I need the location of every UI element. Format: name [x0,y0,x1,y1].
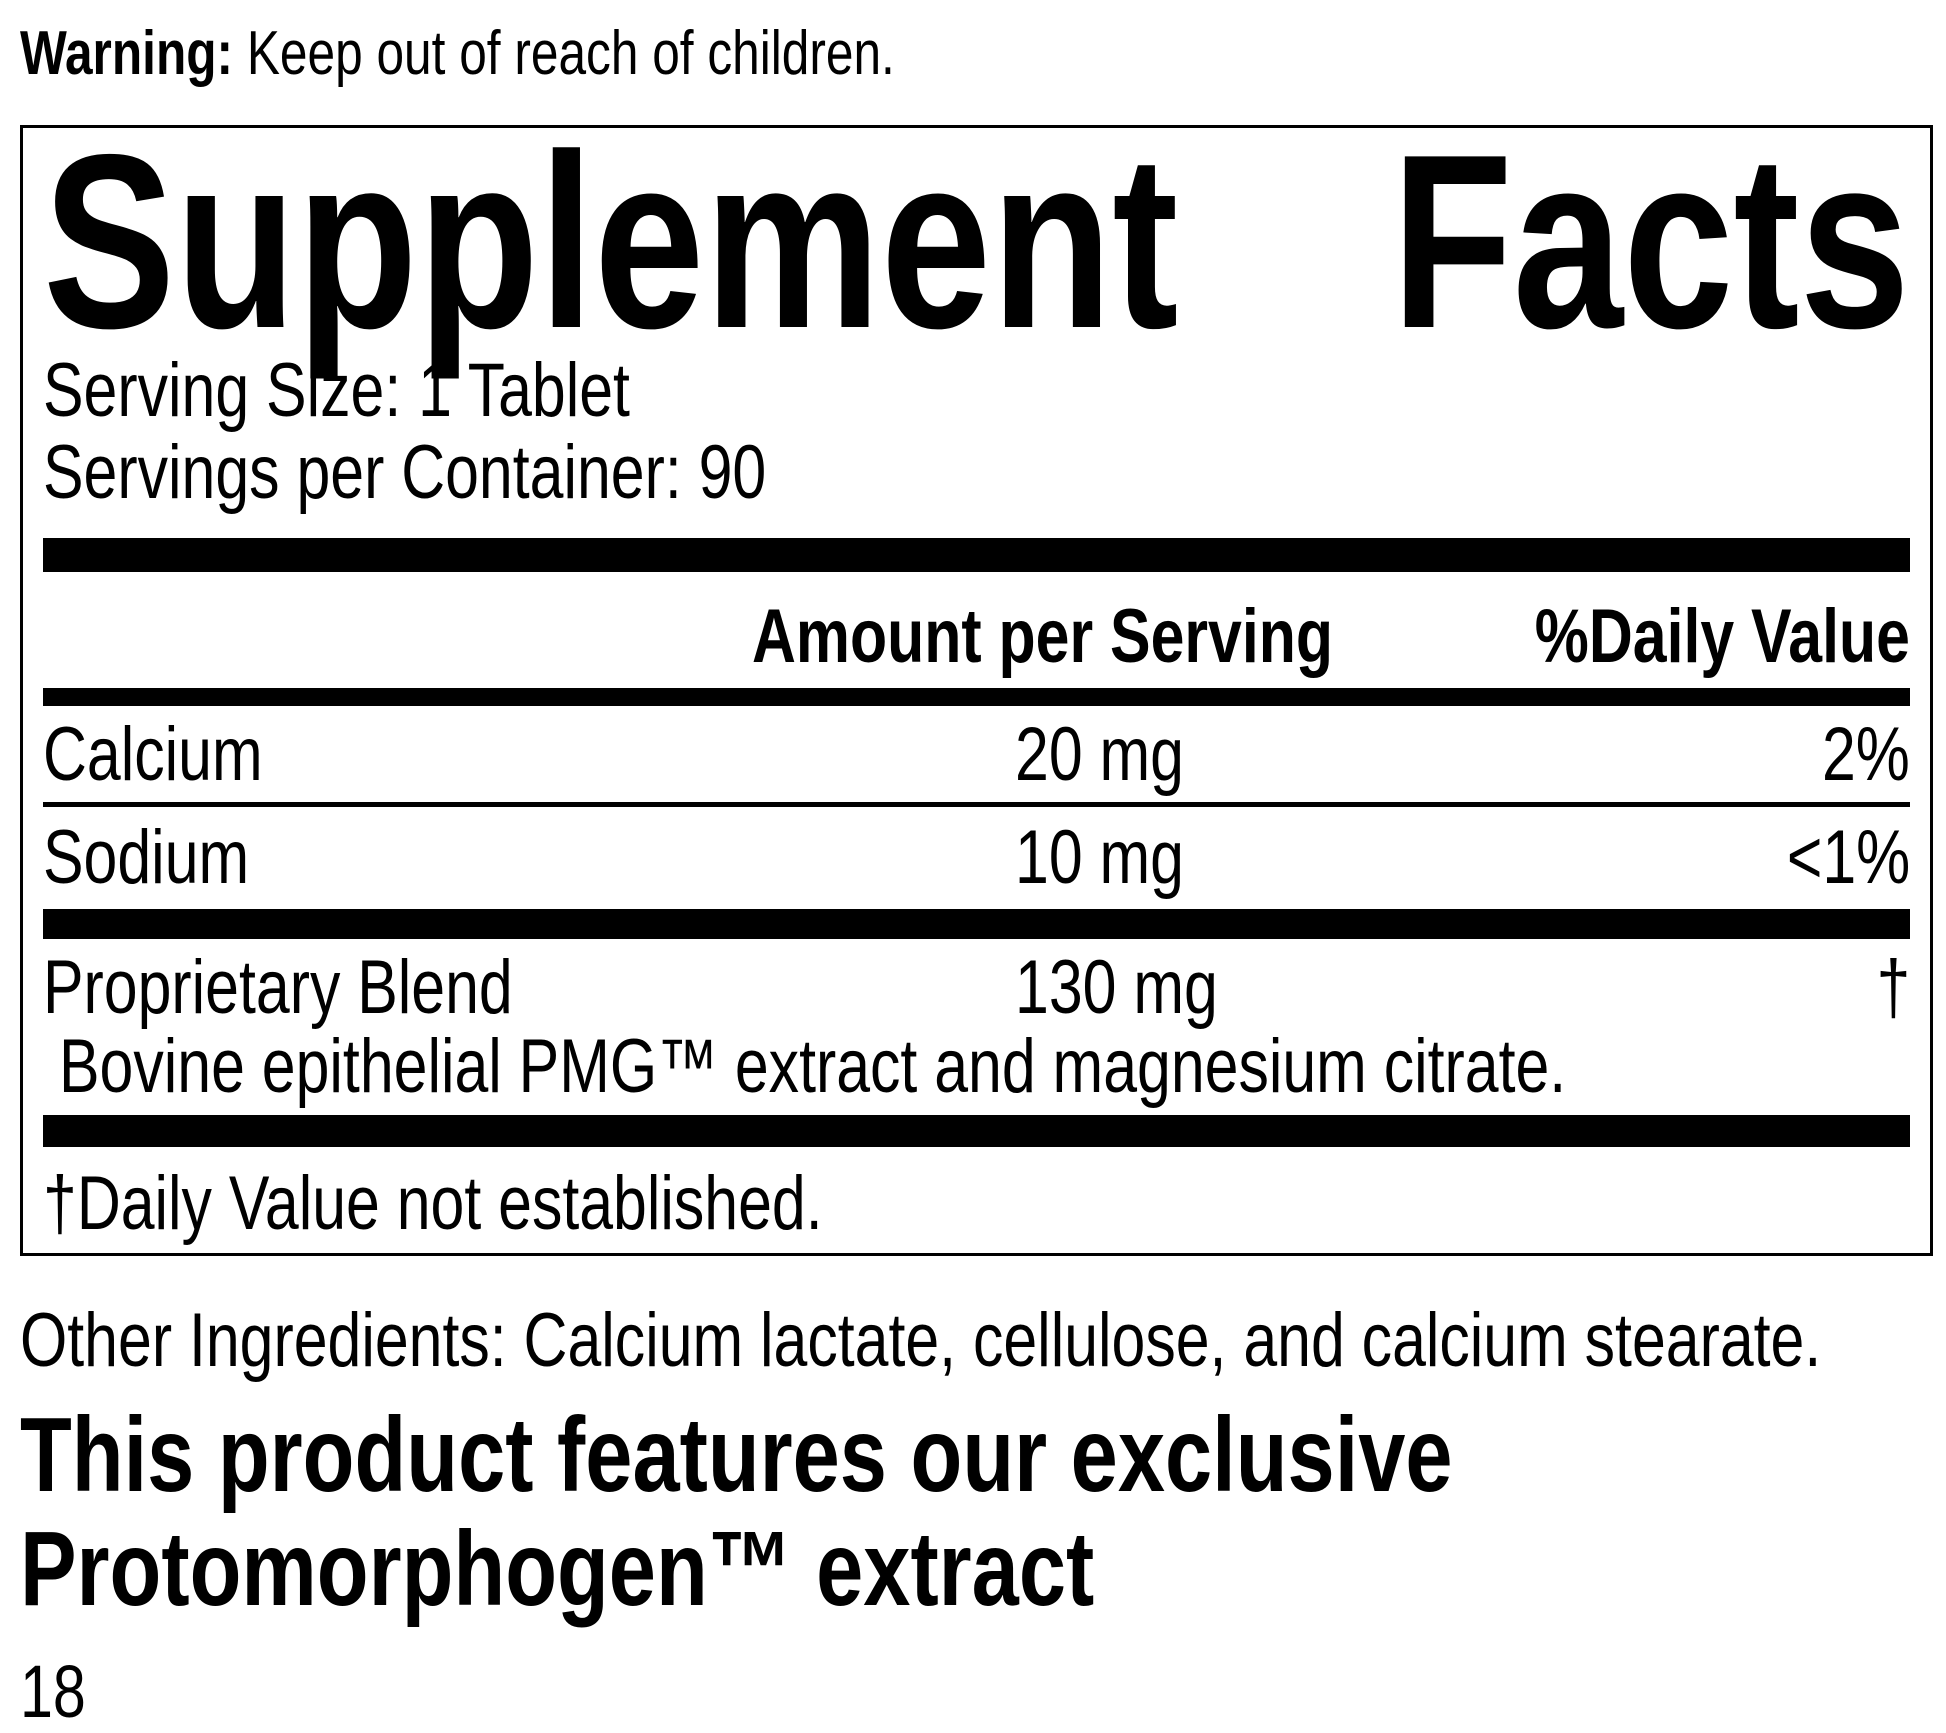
other-ingredients-line: Other Ingredients: Calcium lactate, cell… [20,1300,1946,1382]
nutrient-name: Sodium [43,815,250,901]
daily-value-footnote-line: †Daily Value not established. [43,1147,1910,1253]
nutrient-daily-value: 2% [1822,712,1910,798]
nutrient-name: Proprietary Blend [43,945,513,1031]
nutrient-amount: 10 mg [1015,817,1226,899]
other-ingredients-text: Other Ingredients: Calcium lactate, cell… [20,1298,1822,1384]
nutrient-daily-value: † [1876,945,1910,1031]
servings-per-container-text: Servings per Container: 90 [43,430,767,516]
warning-label: Warning: [20,19,234,88]
nutrient-amount-text: 130 mg [1015,945,1218,1031]
feature-heading-line1-wrap: This product features our exclusive [20,1398,1946,1512]
nutrient-amount: 130 mg [1015,947,1269,1029]
feature-heading: This product features our exclusive Prot… [20,1398,1946,1626]
nutrient-amount: 20 mg [1015,714,1226,796]
feature-heading-line2-wrap: Protomorphogen™ extract [20,1512,1946,1626]
nutrient-name: Calcium [43,712,263,798]
column-header-row: Amount per Serving %Daily Value [43,572,1910,688]
serving-info: Serving Size: 1 Tablet Servings per Cont… [43,350,1910,514]
supplement-facts-panel: Supplement Facts Serving Size: 1 Tablet … [20,102,1933,1257]
daily-value-footnote: †Daily Value not established. [43,1161,823,1247]
nutrient-amount-text: 20 mg [1015,712,1184,798]
servings-per-container-line: Servings per Container: 90 [43,432,1910,514]
feature-heading-line1: This product features our exclusive [20,1396,1453,1515]
thick-divider-mid [43,909,1910,940]
amount-column-header: Amount per Serving [752,594,1334,680]
nutrient-amount-text: 10 mg [1015,815,1184,901]
nutrient-row-sodium: Sodium 10 mg <1% [43,807,1910,909]
nutrient-row-calcium: Calcium 20 mg 2% [43,706,1910,808]
proprietary-blend-description-line: Bovine epithelial PMG™ extract and magne… [43,1029,1910,1105]
page-number: 18 [20,1650,86,1733]
feature-heading-line2: Protomorphogen™ extract [20,1510,1095,1629]
warning-text-wrap: Warning: Keep out of reach of children. [20,18,895,89]
thick-divider-under-header [43,688,1910,707]
title-word-supplement: Supplement [43,102,1179,381]
thick-divider-bottom [43,1115,1910,1148]
serving-size-text: Serving Size: 1 Tablet [43,348,630,434]
proprietary-blend-description: Bovine epithelial PMG™ extract and magne… [59,1024,1567,1110]
warning-line: Warning: Keep out of reach of children. [20,18,1946,89]
serving-size-line: Serving Size: 1 Tablet [43,350,1910,432]
warning-body: Keep out of reach of children. [233,19,895,88]
page-number-line: 18 [20,1652,1946,1732]
panel-title: Supplement Facts [43,102,1910,381]
nutrient-daily-value: <1% [1786,815,1910,901]
daily-value-column-header: %Daily Value [1534,594,1910,680]
thick-divider-top [43,538,1910,573]
title-word-facts: Facts [1391,102,1910,381]
nutrient-row-proprietary-blend: Proprietary Blend 130 mg † [43,939,1910,1029]
